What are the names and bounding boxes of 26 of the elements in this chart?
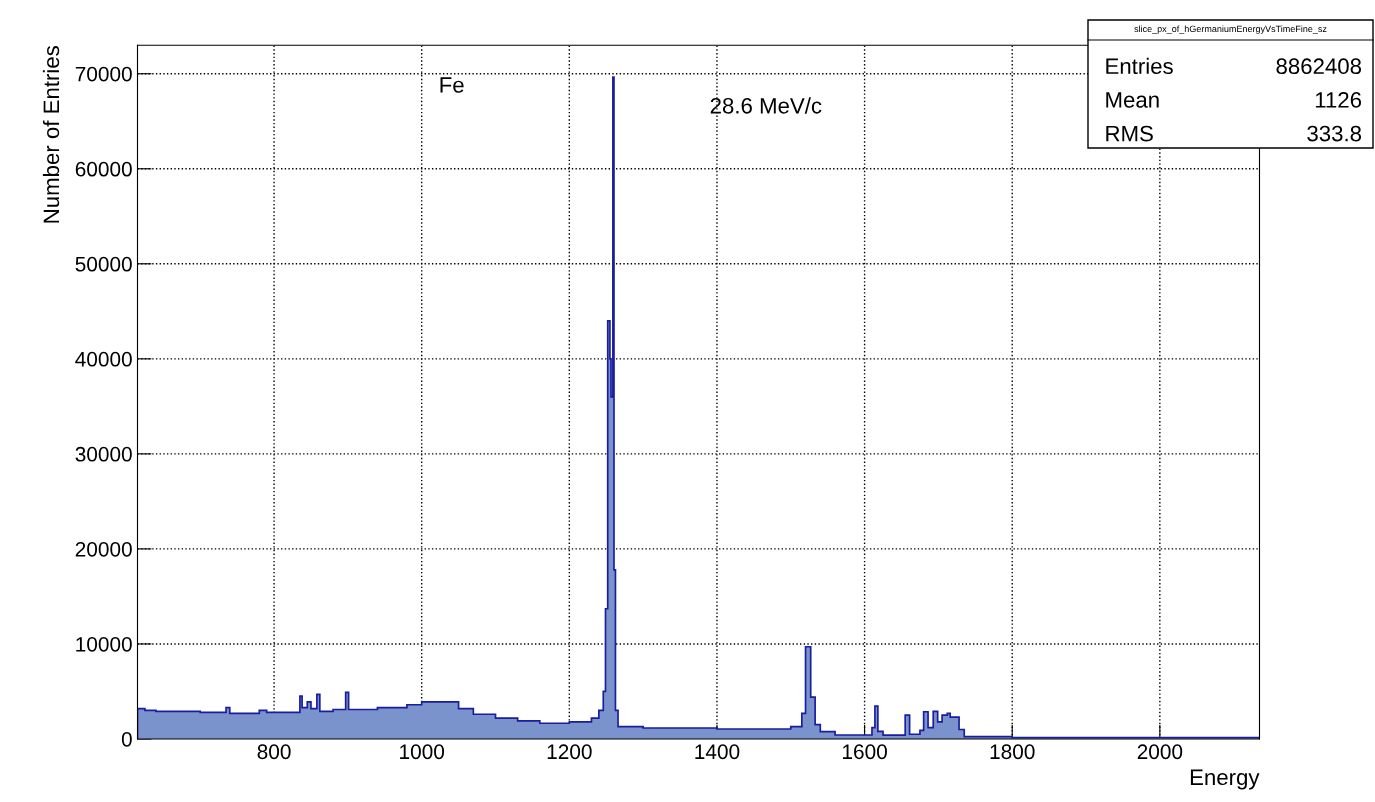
text: 8862408 (1276, 58, 1362, 75)
text: 333.8 (1307, 125, 1362, 142)
y-tick-label: 70000 (75, 66, 132, 82)
x-tick-label: 1800 (990, 744, 1035, 760)
y-tick-label: 30000 (75, 446, 132, 462)
x-tick-label: 1600 (843, 744, 887, 760)
x-tick-label: 2000 (1137, 744, 1183, 760)
annotation: RMS (1106, 125, 1153, 142)
y-tick-label: 0 (121, 731, 132, 747)
y-tick-label: 50000 (75, 256, 132, 272)
x-tick-label: 1000 (400, 744, 445, 760)
annotation: Fe (440, 77, 464, 93)
y-axis-title: Number of Entries (42, 46, 60, 223)
x-tick-label: 1200 (547, 744, 592, 760)
y-tick-label: 60000 (75, 161, 132, 177)
annotation: Entries (1106, 57, 1173, 75)
annotation: 28.6 MeV/c (710, 97, 822, 114)
x-tick-label: 800 (257, 744, 291, 760)
y-tick-label: 10000 (76, 636, 132, 652)
x-axis-title: Energy (1190, 769, 1260, 790)
text: slice_px_of_hGermaniumEnergyVsTimeFine_sz (1134, 25, 1327, 34)
text: 1126 (1315, 92, 1362, 108)
x-tick-label: 1400 (695, 744, 740, 760)
annotation: Mean (1106, 92, 1159, 108)
y-tick-label: 40000 (75, 351, 132, 367)
y-tick-label: 20000 (75, 541, 132, 557)
